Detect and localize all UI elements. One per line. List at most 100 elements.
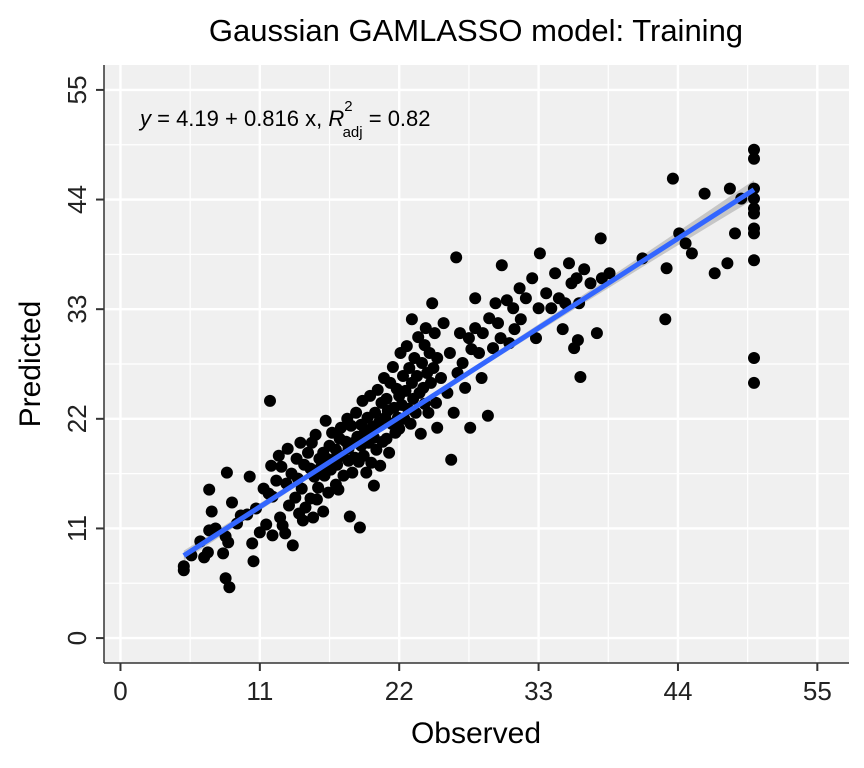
data-point: [708, 267, 721, 280]
data-point: [578, 263, 591, 276]
data-point: [343, 510, 356, 523]
data-point: [380, 392, 393, 405]
data-point: [571, 334, 584, 347]
x-tick-labels: 0 11 22 33 44 55: [113, 676, 832, 706]
data-point: [260, 518, 273, 531]
data-point: [748, 227, 760, 240]
data-point: [217, 547, 230, 560]
data-point: [540, 287, 553, 300]
y-axis-title: Predicted: [14, 301, 47, 428]
data-point: [411, 370, 423, 382]
data-point: [447, 406, 460, 419]
data-point: [462, 332, 475, 345]
data-point: [590, 327, 603, 340]
eq-r-value: = 0.82: [363, 106, 431, 131]
data-point: [403, 362, 416, 374]
data-point: [357, 449, 370, 462]
eq-r-sub: adj: [343, 124, 363, 141]
data-point: [226, 496, 238, 509]
data-point: [574, 371, 587, 383]
data-point: [286, 539, 299, 552]
data-point: [294, 436, 307, 449]
data-point: [219, 572, 232, 585]
data-point: [748, 376, 760, 389]
data-point: [526, 272, 539, 285]
data-point: [464, 421, 477, 434]
data-point: [312, 481, 325, 494]
x-tick-label: 44: [663, 676, 692, 706]
data-point: [428, 327, 441, 340]
data-point: [459, 381, 472, 394]
data-point: [400, 340, 413, 353]
data-point: [563, 257, 575, 270]
regression-equation: y = 4.19 + 0.816 x, R2 adj = 0.82: [138, 98, 431, 141]
data-point: [556, 323, 569, 336]
x-tick-label: 33: [524, 676, 553, 706]
data-point: [431, 352, 444, 364]
data-point: [437, 317, 450, 330]
data-point: [426, 297, 439, 310]
data-point: [473, 347, 485, 359]
data-point: [205, 505, 218, 518]
data-point: [519, 292, 532, 305]
data-point: [659, 313, 672, 326]
data-point: [380, 432, 393, 445]
data-point: [494, 332, 507, 345]
data-point: [481, 409, 494, 422]
data-point: [222, 536, 235, 549]
data-point: [412, 331, 425, 344]
x-axis-title: Observed: [411, 717, 541, 750]
data-point: [203, 483, 216, 496]
data-point: [404, 417, 417, 430]
data-point: [371, 383, 384, 396]
data-point: [723, 182, 736, 195]
data-point: [584, 277, 597, 290]
data-point: [307, 511, 320, 524]
data-point: [345, 419, 358, 432]
data-point: [275, 460, 288, 473]
data-point: [367, 479, 380, 492]
eq-body: = 4.19 + 0.816 x,: [151, 106, 328, 131]
points-layer: [177, 143, 760, 594]
data-point: [507, 302, 520, 315]
data-point: [475, 372, 488, 384]
data-point: [279, 527, 292, 540]
data-point: [424, 376, 437, 389]
data-point: [414, 427, 427, 440]
data-point: [748, 152, 760, 165]
data-point: [374, 459, 387, 472]
data-point: [393, 422, 406, 435]
data-point: [247, 555, 260, 568]
data-point: [469, 292, 482, 305]
data-point: [201, 546, 214, 559]
data-point: [748, 254, 760, 267]
axes-layer: [96, 65, 849, 671]
data-point: [369, 406, 382, 419]
data-point: [243, 470, 256, 483]
data-point: [545, 302, 558, 315]
chart-title: Gaussian GAMLASSO model: Training: [209, 13, 743, 48]
data-point: [265, 459, 278, 472]
data-point: [748, 143, 760, 156]
data-point: [422, 406, 435, 419]
data-point: [405, 313, 418, 326]
data-point: [246, 537, 259, 550]
data-point: [419, 322, 432, 335]
y-tick-label: 33: [62, 295, 92, 324]
data-point: [698, 187, 711, 200]
y-tick-label: 22: [62, 404, 92, 433]
data-point: [302, 446, 314, 459]
data-point: [435, 372, 447, 384]
data-point: [594, 232, 607, 245]
data-point: [223, 581, 236, 594]
data-point: [495, 259, 508, 272]
data-point: [729, 227, 741, 240]
data-point: [399, 384, 412, 397]
data-point: [295, 482, 308, 495]
data-point: [483, 312, 496, 325]
y-tick-label: 55: [62, 75, 92, 104]
data-point: [513, 282, 526, 295]
grid-minor: [104, 65, 849, 663]
data-point: [445, 453, 458, 466]
data-point: [570, 272, 583, 285]
